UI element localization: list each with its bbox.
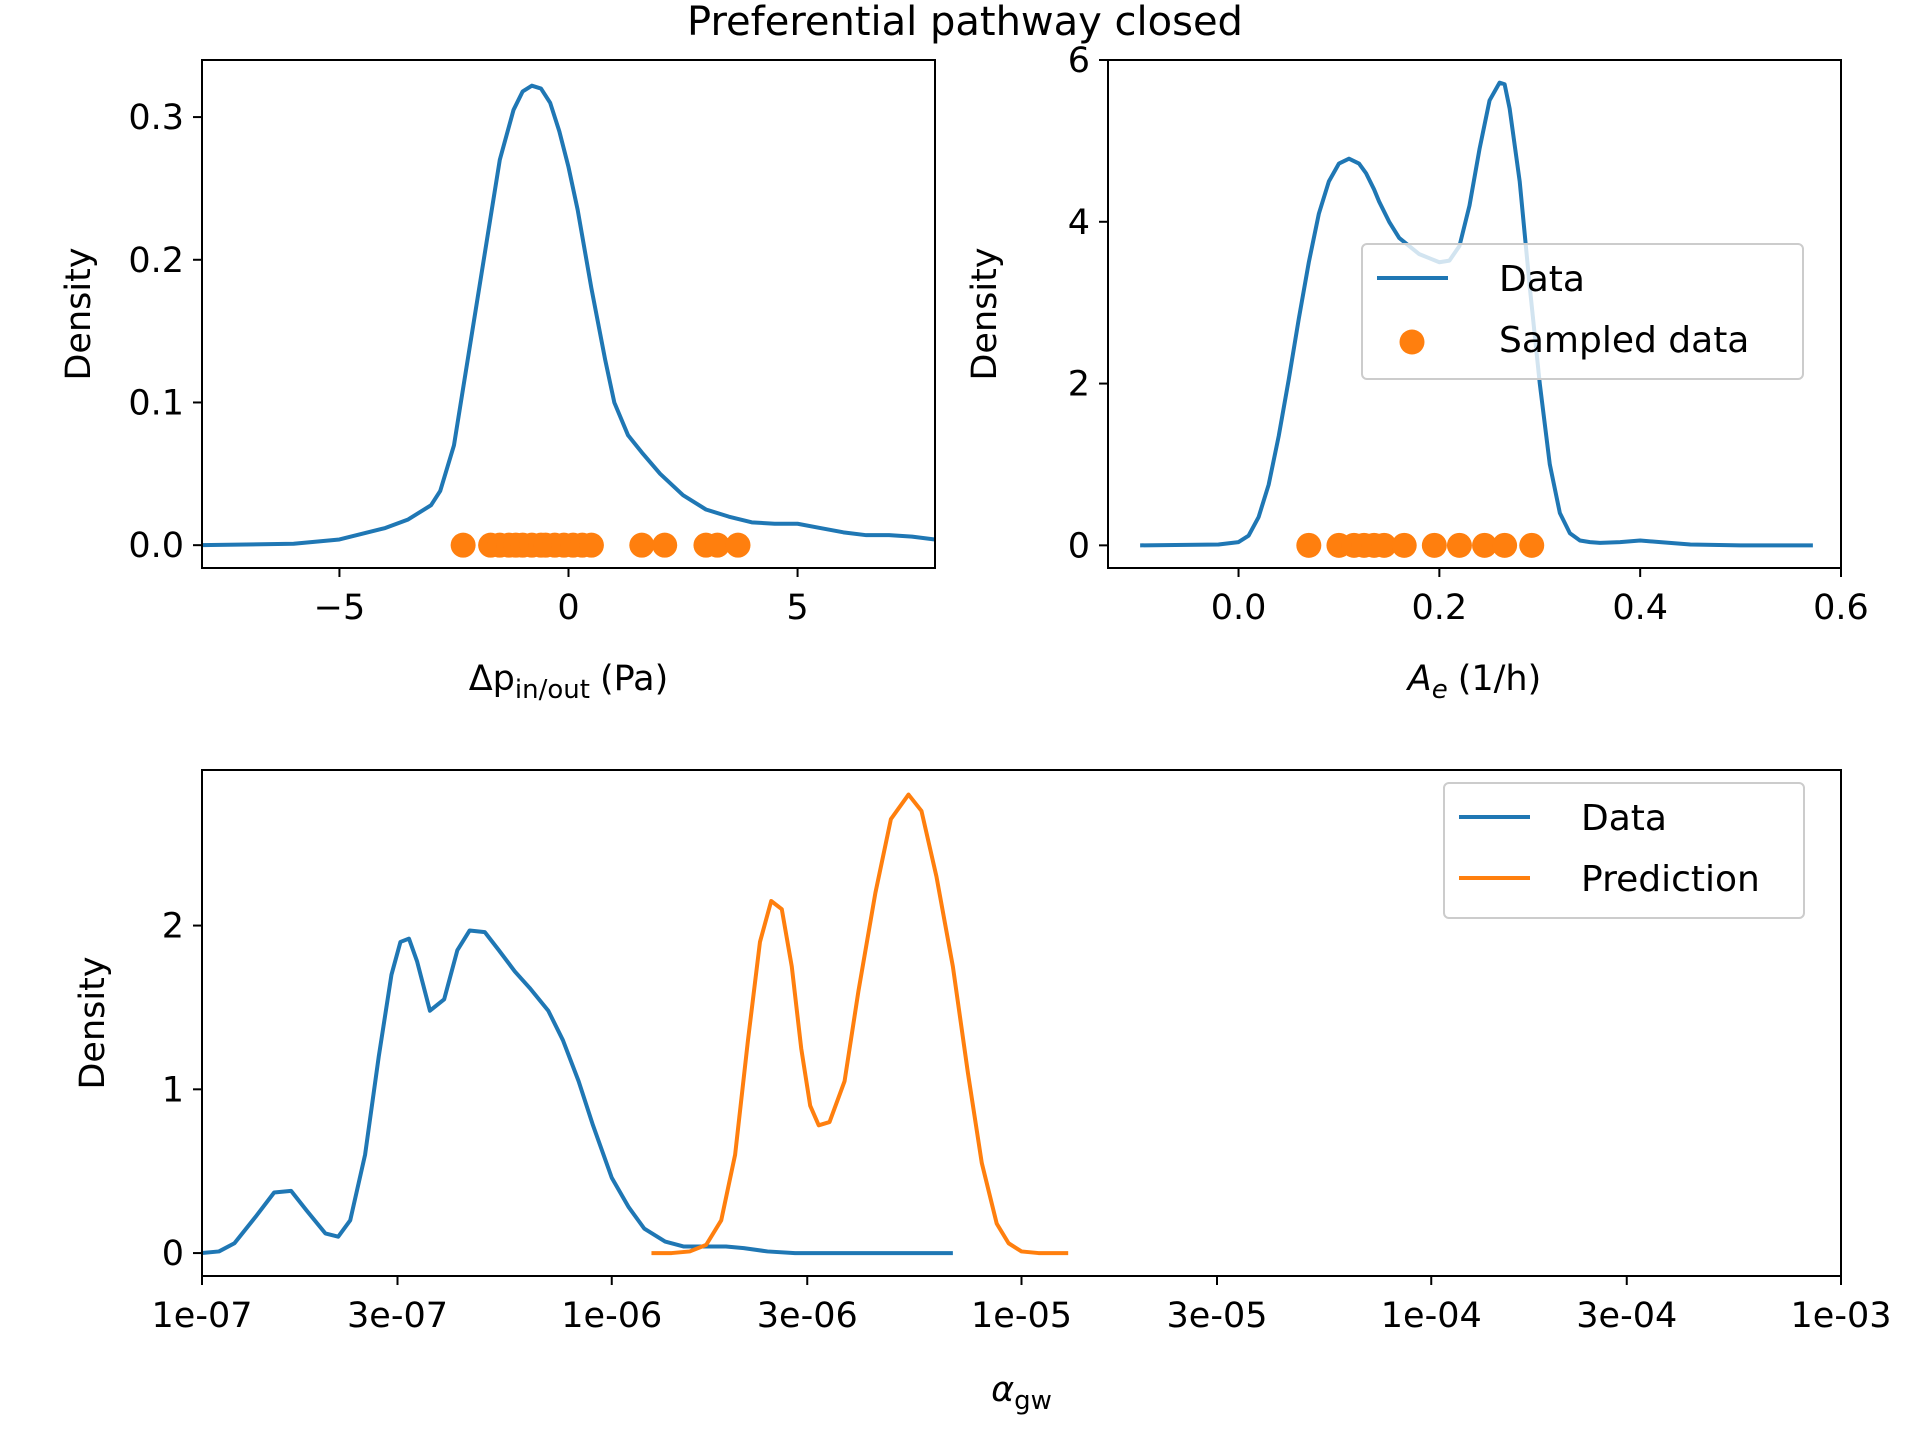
y-tick-label: 0.1 [128, 383, 184, 423]
panel-top-right: 0.0 0.2 0.4 0.6 0 2 4 6 Density Ae (1/h) Data Sample… [965, 41, 1869, 705]
legend-label: Data [1581, 798, 1667, 839]
x-tick-label: 3e-05 [1167, 1296, 1268, 1336]
x-tick-label: 1e-06 [561, 1296, 662, 1336]
legend-box [1443, 782, 1805, 919]
legend: Data Prediction [1443, 782, 1805, 919]
x-tick-label: 3e-07 [347, 1296, 448, 1336]
plot-area [202, 83, 935, 558]
x-tick-label: 1e-04 [1381, 1296, 1482, 1336]
x-axis-label-subscript: gw [1014, 1386, 1052, 1416]
y-tick-label: 0.3 [128, 98, 184, 138]
x-tick-label: 0.4 [1612, 588, 1668, 628]
y-axis-label: Density [965, 247, 1005, 380]
sample-point [578, 532, 604, 558]
x-tick-label: −5 [314, 588, 366, 628]
x-tick-label: 0.6 [1813, 588, 1869, 628]
x-tick-label: 1e-03 [1791, 1296, 1892, 1336]
legend: Data Sampled data [1361, 243, 1804, 380]
x-axis-label-subscript: in/out [515, 675, 590, 705]
sample-point [1421, 532, 1447, 558]
sample-point [652, 532, 678, 558]
y-tick-label: 6 [1068, 41, 1090, 81]
legend-label: Sampled data [1499, 320, 1749, 361]
x-axis-label: Δpin/out (Pa) [469, 659, 669, 705]
series-line-prediction [651, 792, 1069, 1256]
y-tick-label: 2 [162, 907, 184, 947]
x-tick-label: 3e-06 [757, 1296, 858, 1336]
sample-point [704, 532, 730, 558]
series-line-kde [202, 83, 935, 548]
sample-point [1472, 532, 1498, 558]
panel-bottom: 1e-07 3e-07 1e-06 3e-06 1e-05 3e-05 1e-04 3e-04… [73, 769, 1892, 1416]
figure-title: Preferential pathway closed [687, 0, 1243, 45]
x-tick-label: 1e-05 [971, 1296, 1072, 1336]
sample-point [1519, 532, 1545, 558]
sample-point [1371, 532, 1397, 558]
sample-point [1446, 532, 1472, 558]
legend-label: Prediction [1581, 859, 1760, 900]
plot-area [202, 792, 1069, 1256]
x-axis-label-unit: (1/h) [1458, 659, 1542, 699]
x-axis-label-symbol: α [991, 1370, 1014, 1410]
x-axis-label: Ae (1/h) [1406, 659, 1542, 705]
y-tick-label: 0 [1068, 526, 1090, 566]
axes-frame [1107, 59, 1842, 569]
legend-label: Data [1499, 259, 1585, 300]
x-axis-label-unit: (Pa) [600, 659, 668, 699]
panel-top-left: −5 0 5 0.0 0.1 0.2 0.3 Density Δpin/out (Pa) [59, 59, 936, 705]
x-tick-label: 0.0 [1211, 588, 1267, 628]
x-tick-label: 1e-07 [152, 1296, 253, 1336]
sample-point [1492, 532, 1518, 558]
sample-point [1296, 532, 1322, 558]
y-tick-label: 4 [1068, 203, 1090, 243]
sample-point [1391, 532, 1417, 558]
y-tick-label: 0 [162, 1234, 184, 1274]
y-axis-label: Density [59, 247, 99, 380]
legend-dot-icon [1399, 329, 1425, 355]
x-axis-label-subscript: e [1432, 675, 1448, 705]
legend-box [1361, 243, 1804, 380]
x-axis-label-symbol: A [1406, 659, 1432, 699]
x-tick-label: 3e-04 [1576, 1296, 1677, 1336]
y-tick-label: 2 [1068, 365, 1090, 405]
sample-point [450, 532, 476, 558]
y-tick-label: 0.2 [128, 241, 184, 281]
x-tick-label: 5 [786, 588, 808, 628]
x-tick-label: 0 [557, 588, 579, 628]
y-tick-label: 0.0 [128, 526, 184, 566]
series-line-data [202, 928, 953, 1256]
y-tick-label: 1 [162, 1070, 184, 1110]
y-axis-label: Density [73, 956, 113, 1089]
sample-point [725, 532, 751, 558]
sample-point [629, 532, 655, 558]
x-axis-label-symbol: Δp [469, 659, 515, 699]
x-tick-label: 0.2 [1412, 588, 1468, 628]
x-axis-label: αgw [991, 1370, 1052, 1416]
